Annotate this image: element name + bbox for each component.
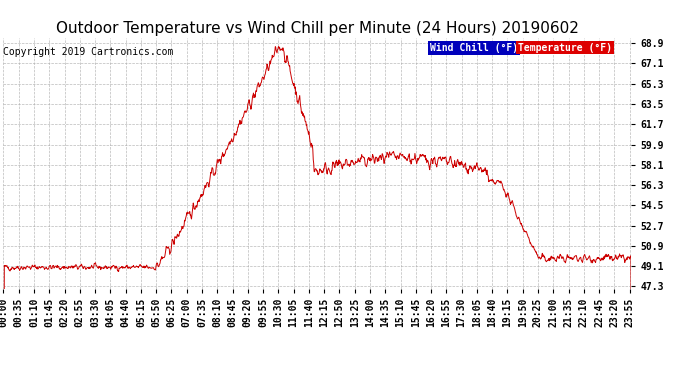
Text: Temperature (°F): Temperature (°F) xyxy=(518,42,612,52)
Text: Wind Chill (°F): Wind Chill (°F) xyxy=(431,42,519,52)
Text: Copyright 2019 Cartronics.com: Copyright 2019 Cartronics.com xyxy=(3,47,174,57)
Title: Outdoor Temperature vs Wind Chill per Minute (24 Hours) 20190602: Outdoor Temperature vs Wind Chill per Mi… xyxy=(56,21,579,36)
